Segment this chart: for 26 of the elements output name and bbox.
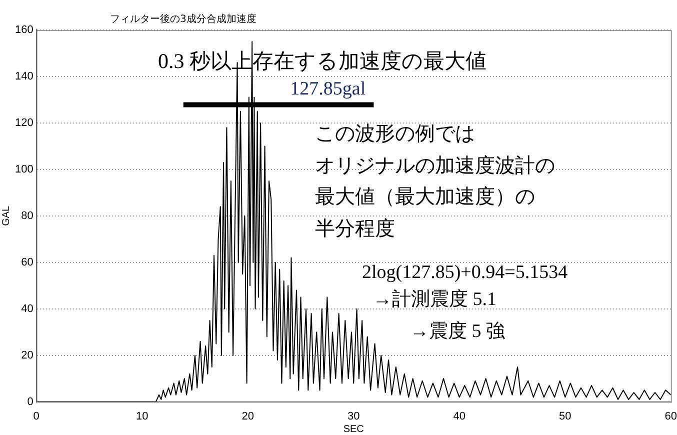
- x-tick-label: 20: [242, 410, 254, 422]
- y-tick-label: 160: [14, 24, 34, 36]
- annotation: 半分程度: [315, 218, 395, 240]
- y-tick-label: 60: [21, 256, 34, 268]
- y-tick-label: 40: [21, 302, 34, 315]
- chart-title: フィルター後の3成分合成加速度: [110, 13, 256, 25]
- y-tick-label: 0: [27, 396, 34, 408]
- y-tick-label: 140: [14, 70, 34, 83]
- annotation: 127.85gal: [290, 78, 366, 100]
- x-tick-label: 50: [559, 410, 572, 422]
- x-axis-title: SEC: [343, 424, 364, 435]
- annotation: →計測震度 5.1: [373, 288, 496, 310]
- annotation: この波形の例では: [315, 123, 475, 145]
- annotation: 2log(127.85)+0.94=5.1534: [362, 262, 568, 283]
- x-tick-label: 30: [347, 410, 360, 422]
- y-tick-label: 120: [14, 116, 34, 129]
- y-tick-label: 100: [14, 163, 34, 176]
- x-tick-label: 10: [136, 410, 148, 422]
- y-axis-title: GAL: [0, 205, 12, 226]
- annotation: 最大値（最大加速度）の: [315, 186, 535, 208]
- x-tick-label: 60: [664, 410, 677, 422]
- x-tick-label: 40: [453, 410, 466, 422]
- y-tick-label: 80: [21, 210, 34, 222]
- y-tick-label: 20: [21, 349, 34, 362]
- annotation: →震度 5 強: [410, 320, 505, 342]
- annotation: オリジナルの加速度波計の: [315, 155, 555, 177]
